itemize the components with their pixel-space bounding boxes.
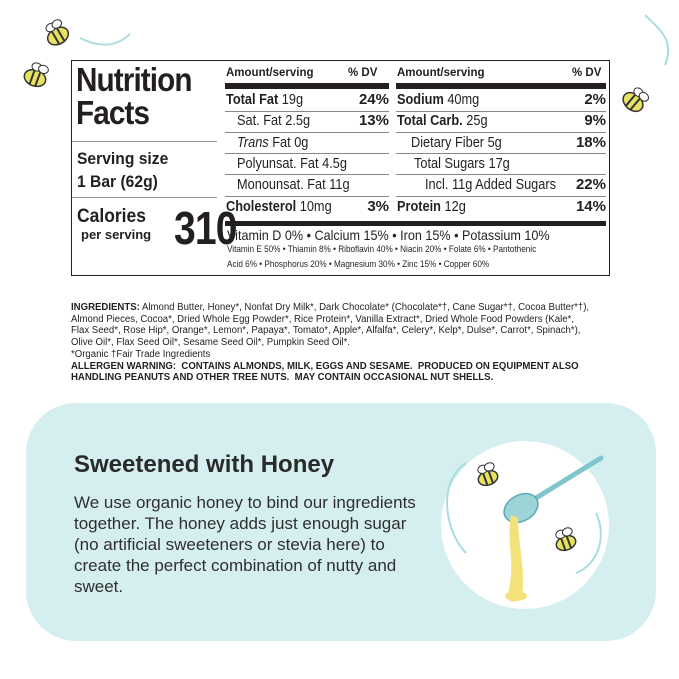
allergen-warning: ALLERGEN WARNING: CONTAINS ALMONDS, MILK… [71, 360, 582, 384]
nutrient-dv: 14% [575, 197, 606, 215]
nutrient-name: Polyunsat. Fat [237, 155, 319, 172]
nutrient-amount: 17g [488, 155, 510, 172]
nutrient-row: Sodium 40mg [397, 91, 479, 109]
calories-sub-label: per serving [81, 227, 152, 242]
bee-decoration-icon [23, 19, 130, 88]
honey-feature-panel: Sweetened with Honey We use organic hone… [26, 403, 656, 641]
nutrient-row: Incl. 11g Added Sugars [425, 176, 556, 194]
honey-dipper-icon [446, 455, 604, 602]
nutrient-amount: 2.5g [285, 113, 311, 130]
nutrient-name: Protein [397, 198, 441, 215]
amount-header-right: Amount/serving [397, 67, 485, 79]
nutrient-dv: 2% [584, 91, 606, 108]
nutrient-name: Sat. Fat [237, 113, 282, 130]
vitamins-line-2: Acid 6% • Phosphorus 20% • Magnesium 30%… [227, 259, 490, 270]
nutrient-dv: 9% [584, 112, 606, 130]
nutrient-dv: 24% [358, 91, 389, 108]
nutrient-amount: 4.5g [322, 155, 347, 172]
vitamins-line-1: Vitamin E 50% • Thiamin 8% • Riboflavin … [227, 244, 537, 255]
dv-header-left: % DV [348, 67, 378, 79]
nutrient-name: Monounsat. Fat [237, 177, 326, 194]
nutrient-row: Total Fat 19g [226, 91, 303, 109]
nutrient-name: Total Carb. [397, 113, 463, 130]
nutrient-amount: Fat 0g [272, 134, 309, 151]
nutrient-dv: 18% [575, 133, 606, 151]
nutrient-name: Dietary Fiber [411, 134, 485, 151]
nutrient-amount: 19g [281, 92, 304, 108]
nutrient-row: Total Sugars 17g [414, 155, 510, 173]
nutrient-row: Sat. Fat 2.5g [237, 112, 310, 130]
ingredients-block: INGREDIENTS: Almond Butter, Honey*, Nonf… [71, 302, 589, 384]
nutrient-amount: 5g [487, 134, 502, 151]
nutrient-name: Incl. 11g Added Sugars [425, 177, 557, 194]
nutrient-amount: 10mg [299, 198, 332, 215]
vitamins-main: Vitamin D 0% • Calcium 15% • Iron 15% • … [227, 227, 550, 243]
nutrient-amount: 12g [444, 198, 466, 215]
nutrient-amount: 11g [329, 177, 350, 194]
nutrient-row: Protein 12g [397, 198, 466, 216]
nutrient-row: Dietary Fiber 5g [411, 134, 502, 152]
feature-body: We use organic honey to bind our ingredi… [74, 493, 416, 596]
amount-header-left: Amount/serving [226, 67, 314, 79]
nutrient-name: Cholesterol [226, 198, 297, 215]
nutrient-name: Sodium [397, 92, 444, 108]
calories-label: Calories [77, 206, 146, 227]
feature-title: Sweetened with Honey [74, 451, 335, 478]
bee-decoration-icon [622, 14, 670, 113]
nutrient-row: Polyunsat. Fat 4.5g [237, 155, 347, 173]
nutrition-facts-panel: Nutrition Facts Serving size 1 Bar (62g) … [71, 60, 610, 276]
nutrient-row: Total Carb. 25g [397, 112, 488, 130]
nutrient-name: Trans [237, 134, 269, 151]
nutrient-row: Monounsat. Fat 11g [237, 176, 350, 194]
dv-header-right: % DV [572, 67, 602, 79]
ingredients-footnote: *Organic †Fair Trade Ingredients [71, 348, 211, 360]
calories-value: 310 [174, 202, 238, 254]
nutrient-amount: 40mg [447, 92, 480, 108]
nutrient-dv: 22% [575, 176, 606, 194]
nutrient-amount: 25g [466, 113, 488, 130]
nutrient-dv: 13% [358, 112, 389, 130]
nutrient-name: Total Fat [226, 92, 279, 108]
ingredients-text: INGREDIENTS: Almond Butter, Honey*, Nonf… [71, 302, 590, 349]
nutrition-facts-title: Nutrition Facts [76, 61, 193, 131]
serving-size-value: 1 Bar (62g) [77, 172, 158, 191]
serving-size-label: Serving size [77, 149, 169, 168]
nutrient-row: Cholesterol 10mg [226, 198, 332, 216]
nutrient-dv: 3% [367, 197, 389, 215]
nutrient-row: Trans Fat 0g [237, 134, 308, 152]
nutrient-name: Total Sugars [414, 155, 485, 172]
